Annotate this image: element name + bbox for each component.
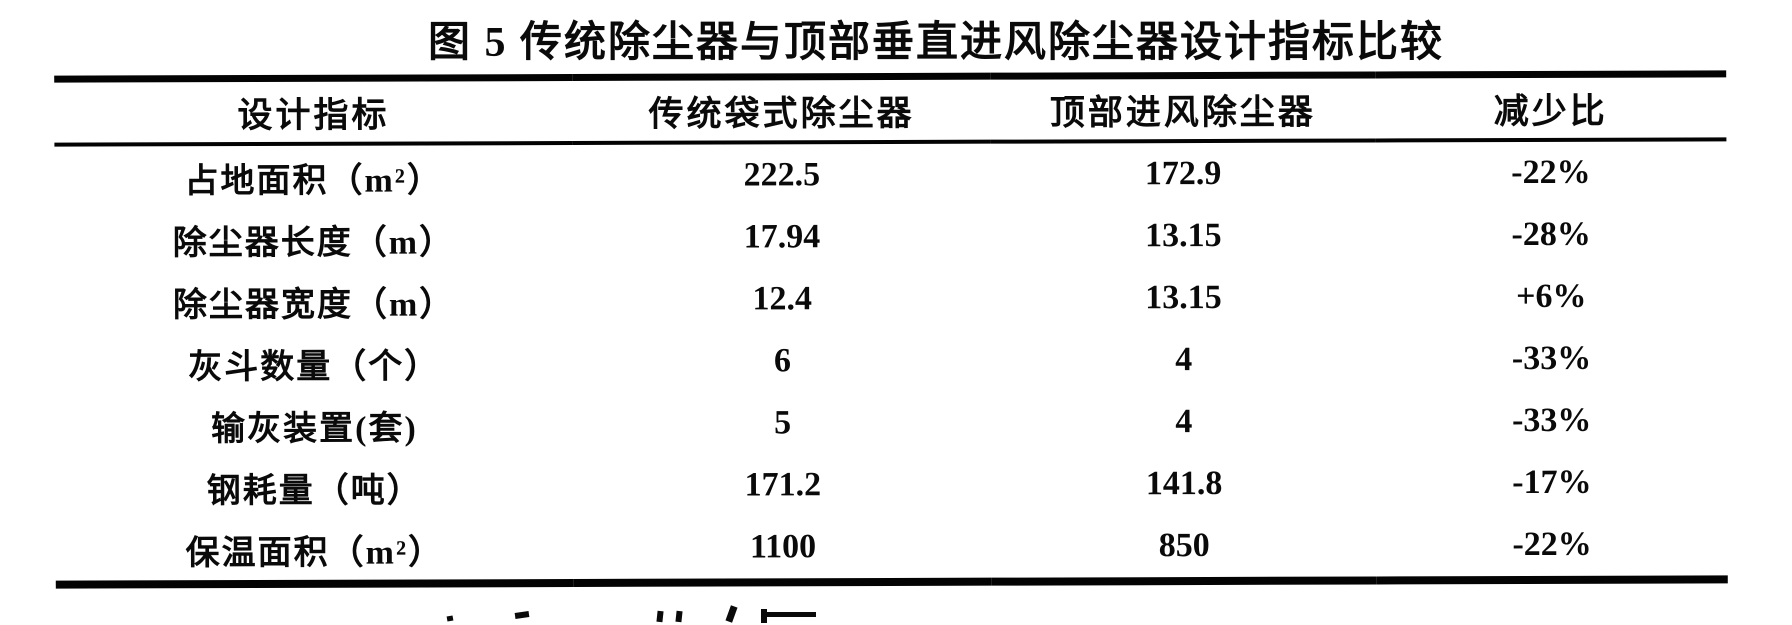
cell-top-inlet: 141.8 xyxy=(1145,464,1223,503)
cell-indicator: 灰斗数量（个） xyxy=(188,347,441,386)
table-row: 除尘器长度（m） 17.94 13.15 -28% xyxy=(55,203,1727,270)
cell-top-inlet: 13.15 xyxy=(1144,216,1222,255)
table-row: 保温面积（m²） 1100 850 -22% xyxy=(56,513,1728,584)
col-header-reduction: 减少比 xyxy=(1375,73,1727,141)
cell-indicator: 除尘器长度（m） xyxy=(172,223,456,262)
cutoff-glyph-fragment xyxy=(675,610,683,623)
cell-top-inlet: 172.9 xyxy=(1144,154,1222,193)
table-row: 输灰装置(套) 5 4 -33% xyxy=(55,389,1727,456)
cell-reduction: -33% xyxy=(1511,339,1592,378)
cutoff-glyph-fragment xyxy=(725,605,738,623)
cell-top-inlet: 4 xyxy=(1175,341,1193,379)
cutoff-glyph-fragment xyxy=(446,615,454,622)
cell-traditional: 171.2 xyxy=(744,466,822,504)
design-indicator-comparison-table: 设计指标 传统袋式除尘器 顶部进风除尘器 减少比 占地面积（m²） 222.5 … xyxy=(54,70,1728,589)
cell-traditional: 12.4 xyxy=(752,280,813,318)
cell-top-inlet: 4 xyxy=(1175,403,1193,441)
col-header-indicator: 设计指标 xyxy=(54,77,573,145)
col-header-top-inlet: 顶部进风除尘器 xyxy=(990,74,1376,142)
cell-reduction: -33% xyxy=(1511,401,1592,440)
cell-reduction: -17% xyxy=(1512,463,1592,502)
cell-indicator: 输灰装置(套) xyxy=(211,409,418,448)
table-row: 钢耗量（吨） 171.2 141.8 -17% xyxy=(55,451,1727,518)
cell-traditional: 17.94 xyxy=(743,218,821,256)
cell-traditional: 1100 xyxy=(749,528,817,566)
cutoff-glyph-fragment xyxy=(514,611,530,619)
cell-indicator: 钢耗量（吨） xyxy=(206,471,423,510)
cell-indicator: 除尘器宽度（m） xyxy=(172,285,456,324)
table-row: 占地面积（m²） 222.5 172.9 -22% xyxy=(54,139,1726,208)
cell-indicator: 占地面积（m²） xyxy=(184,161,443,200)
cell-reduction: +6% xyxy=(1516,277,1587,316)
table-row: 灰斗数量（个） 6 4 -33% xyxy=(55,327,1727,394)
table-row: 除尘器宽度（m） 12.4 13.15 +6% xyxy=(55,265,1727,332)
cell-top-inlet: 13.15 xyxy=(1145,278,1222,317)
header-row: 设计指标 传统袋式除尘器 顶部进风除尘器 减少比 xyxy=(54,73,1727,145)
cell-indicator: 保温面积（m²） xyxy=(185,533,445,572)
cell-top-inlet: 850 xyxy=(1158,526,1210,565)
cell-traditional: 222.5 xyxy=(743,156,821,194)
cell-reduction: -22% xyxy=(1511,153,1591,192)
cutoff-glyph-fragment xyxy=(656,610,664,623)
col-header-traditional: 传统袋式除尘器 xyxy=(572,76,991,143)
cell-reduction: -22% xyxy=(1512,525,1592,564)
figure-caption: 图 5 传统除尘器与顶部垂直进风除尘器设计指标比较 xyxy=(427,20,1444,66)
cell-traditional: 5 xyxy=(774,404,792,442)
cell-traditional: 6 xyxy=(773,342,791,380)
cutoff-glyph-fragment xyxy=(761,612,816,617)
cell-reduction: -28% xyxy=(1511,215,1591,254)
